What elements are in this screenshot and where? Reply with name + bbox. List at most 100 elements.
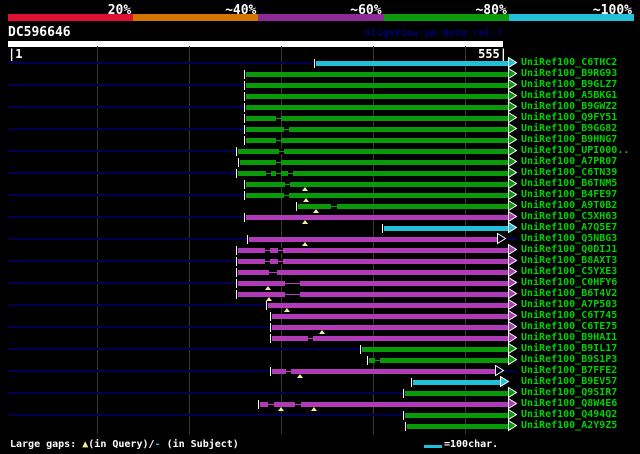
legend-prefix: Large gaps: [10,439,83,450]
row-guide-line [8,414,517,416]
alignment-label[interactable]: UniRef100_B9EV57 [521,376,618,387]
alignment-bar[interactable] [272,325,508,330]
row-guide-line [8,392,517,394]
subject-gap-line [284,129,289,130]
alignment-bar[interactable] [413,380,500,385]
identity-scale-label: ~80% [475,3,507,18]
alignment-label[interactable]: UniRef100_C6TN39 [521,167,618,178]
alignment-arrow-icon [508,420,518,432]
alignment-label[interactable]: UniRef100_A7PR07 [521,156,618,167]
alignment-label[interactable]: UniRef100_B9GWZ2 [521,101,618,112]
alignment-label[interactable]: UniRef100_B9HNG7 [521,134,618,145]
alignment-bar[interactable] [238,171,508,176]
alignment-label[interactable]: UniRef100_B9S1P3 [521,354,618,365]
identity-scale-label: ~40% [225,3,257,18]
subject-gap-line [268,404,274,405]
alignment-label[interactable]: UniRef100_B9GG82 [521,123,618,134]
alignment-bar[interactable] [238,292,508,297]
alignment-bar[interactable] [246,127,508,132]
alignment-bar[interactable] [405,413,508,418]
alignment-bar[interactable] [238,259,508,264]
alignment-label[interactable]: UniRef100_B6T4V2 [521,288,618,299]
query-gap-triangle-icon [302,187,308,191]
alignment-label[interactable]: UniRef100_C6T745 [521,310,618,321]
alignment-label[interactable]: UniRef100_C5XH63 [521,211,618,222]
alignment-arrow-icon [508,255,518,267]
identity-scale-label: ~100% [592,3,632,18]
alignment-bar[interactable] [405,391,508,396]
alignment-bar[interactable] [298,204,508,209]
alignment-label[interactable]: UniRef100_Q9FY51 [521,112,618,123]
alignment-bar[interactable] [238,248,508,253]
alignment-start-tick [360,345,361,354]
alignment-label[interactable]: UniRef100_B6TNM5 [521,178,618,189]
alignment-label[interactable]: UniRef100_UPI000.. [521,145,630,156]
alignment-label[interactable]: UniRef100_Q8W4E6 [521,398,618,409]
alignment-start-tick [382,224,383,233]
alignment-bar[interactable] [238,281,508,286]
alignment-bar[interactable] [384,226,508,231]
alignment-label[interactable]: UniRef100_B7FFE2 [521,365,618,376]
alignment-label[interactable]: UniRef100_B9HAI1 [521,332,618,343]
alignment-start-tick [247,235,248,244]
alignment-start-tick [244,114,245,123]
alignment-bar[interactable] [240,160,508,165]
alignment-label[interactable]: UniRef100_Q0DIJ1 [521,244,618,255]
alignment-bar[interactable] [407,424,508,429]
alignment-label[interactable]: UniRef100_C0HFY6 [521,277,618,288]
alignment-start-tick [236,279,237,288]
alignment-arrow-icon [508,112,518,124]
alignment-bar[interactable] [249,237,497,242]
alignment-bar[interactable] [268,303,508,308]
alignment-bar[interactable] [246,182,508,187]
alignment-start-tick [244,92,245,101]
alignment-label[interactable]: UniRef100_A5BKG1 [521,90,618,101]
alignment-bar[interactable] [246,193,508,198]
alignment-label[interactable]: UniRef100_Q494Q2 [521,409,618,420]
alignment-bar[interactable] [246,116,508,121]
alignment-bar[interactable] [272,314,508,319]
alignment-start-tick [236,246,237,255]
alignment-bar[interactable] [316,61,508,66]
alignment-bar[interactable] [272,336,508,341]
alignment-bar[interactable] [369,358,508,363]
legend-mid: (in Query)/ [88,439,155,450]
subject-gap-line [276,173,281,174]
alignment-label[interactable]: UniRef100_B4FE97 [521,189,618,200]
alignment-bar[interactable] [246,138,508,143]
row-guide-line [8,348,517,350]
alignment-bar[interactable] [238,149,508,154]
alignment-arrow-icon [508,244,518,256]
alignment-label[interactable]: UniRef100_Q5NBG3 [521,233,618,244]
alignment-label[interactable]: UniRef100_A2Y9Z5 [521,420,618,431]
alignment-bar[interactable] [246,105,508,110]
alignment-bar[interactable] [272,369,495,374]
alignment-label[interactable]: UniRef100_C6TE75 [521,321,618,332]
query-id: DC596646 [8,25,71,40]
alignment-label[interactable]: UniRef100_C5YXE3 [521,266,618,277]
alignment-label[interactable]: UniRef100_C6THC2 [521,57,618,68]
alignment-label[interactable]: UniRef100_A7Q5E7 [521,222,618,233]
alignment-arrow-icon [508,156,518,168]
scale-ruler-label: =100char. [444,439,499,450]
alignment-bar[interactable] [238,270,508,275]
alignment-label[interactable]: UniRef100_B9GLZ7 [521,79,618,90]
alignment-bar[interactable] [246,83,508,88]
alignment-label[interactable]: UniRef100_B9RG93 [521,68,618,79]
alignment-label[interactable]: UniRef100_B9IL17 [521,343,618,354]
alignment-bar[interactable] [260,402,508,407]
alignment-label[interactable]: UniRef100_A9T0B2 [521,200,618,211]
subject-gap-line [308,338,313,339]
alignment-arrow-icon [508,178,518,190]
alignment-arrow-icon [508,288,518,300]
alignment-arrow-icon [508,200,518,212]
alignment-bar[interactable] [362,347,508,352]
alignment-label[interactable]: UniRef100_Q9SIR7 [521,387,618,398]
alignment-start-tick [258,400,259,409]
alignment-bar[interactable] [246,94,508,99]
alignment-arrow-icon [497,233,507,245]
alignment-bar[interactable] [246,215,508,220]
alignment-bar[interactable] [246,72,508,77]
alignment-label[interactable]: UniRef100_A7P503 [521,299,618,310]
alignment-label[interactable]: UniRef100_B8AXT3 [521,255,618,266]
